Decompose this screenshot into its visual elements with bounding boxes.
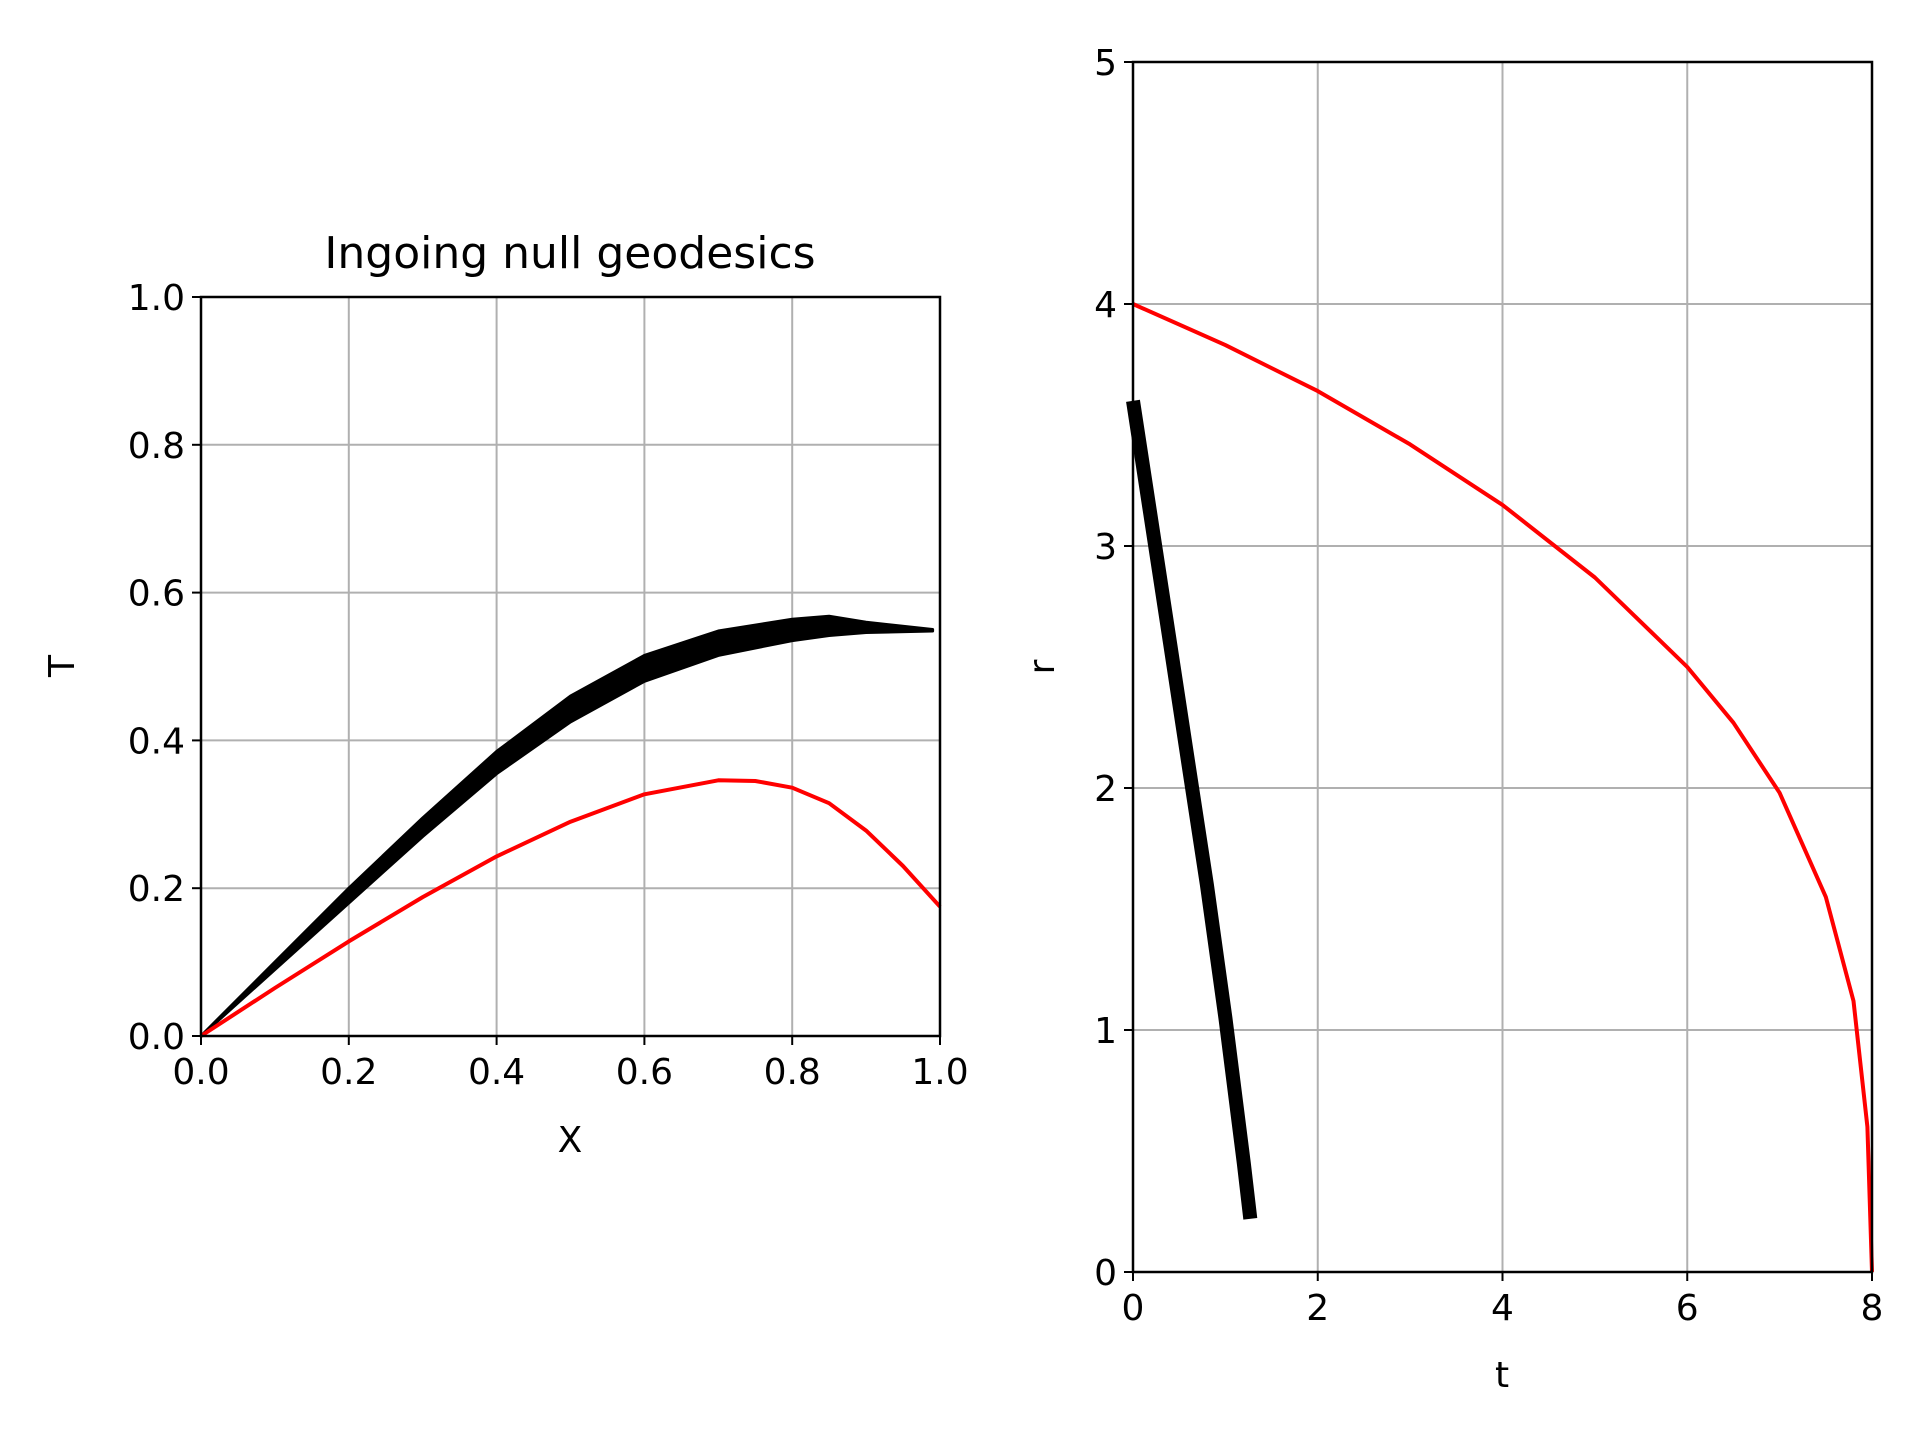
y-tick-label: 0.2 — [128, 869, 185, 910]
x-tick-label: 8 — [1861, 1288, 1884, 1329]
x-tick-label: 0.4 — [468, 1052, 525, 1093]
chart-left-series — [199, 614, 942, 1038]
y-tick-label: 0.8 — [128, 426, 185, 467]
x-tick-label: 0.2 — [320, 1052, 377, 1093]
chart-right-series — [1126, 302, 1874, 1273]
series-0-line — [1126, 399, 1258, 1220]
chart-right-xlabel: t — [1495, 1355, 1509, 1396]
x-tick-label: 0.8 — [764, 1052, 821, 1093]
x-tick-label: 1.0 — [911, 1052, 968, 1093]
x-tick-label: 0 — [1122, 1288, 1145, 1329]
chart-left-xlabel: X — [558, 1120, 583, 1161]
x-tick-label: 2 — [1306, 1288, 1329, 1329]
y-tick-label: 5 — [1094, 43, 1117, 84]
y-tick-label: 0.6 — [128, 574, 185, 615]
chart-right-ticks: 0 2 4 6 8 0 1 2 3 4 5 — [1094, 43, 1883, 1329]
x-tick-label: 0.6 — [616, 1052, 673, 1093]
series-1-line — [199, 778, 942, 1038]
y-tick-label: 1.0 — [128, 278, 185, 319]
y-tick-label: 3 — [1094, 527, 1117, 568]
y-tick-label: 1 — [1094, 1011, 1117, 1052]
chart-left-frame — [199, 295, 942, 1038]
chart-left-ingoing-null-geodesics: Ingoing null geodesics 0.0 0.2 0.4 0.6 0.8 1.… — [42, 228, 969, 1161]
chart-right-grid — [1132, 61, 1873, 1273]
y-tick-label: 0.0 — [128, 1017, 185, 1058]
x-tick-label: 6 — [1676, 1288, 1699, 1329]
chart-right-ylabel: r — [1022, 659, 1063, 674]
y-tick-label: 0.4 — [128, 721, 185, 762]
x-tick-label: 0.0 — [172, 1052, 229, 1093]
y-tick-label: 4 — [1094, 285, 1117, 326]
y-tick-label: 0 — [1094, 1253, 1117, 1294]
x-tick-label: 4 — [1491, 1288, 1514, 1329]
series-1-line — [1132, 302, 1874, 1273]
chart-right-r-vs-t: 0 2 4 6 8 0 1 2 3 4 5 t r — [1022, 43, 1883, 1396]
y-tick-label: 2 — [1094, 769, 1117, 810]
chart-left-title: Ingoing null geodesics — [324, 228, 815, 279]
series-0-band — [199, 614, 935, 1038]
chart-left-ylabel: T — [42, 654, 83, 678]
chart-left-ticks: 0.0 0.2 0.4 0.6 0.8 1.0 0.0 0.2 0.4 0.6 0.8 1.0 — [128, 278, 969, 1093]
